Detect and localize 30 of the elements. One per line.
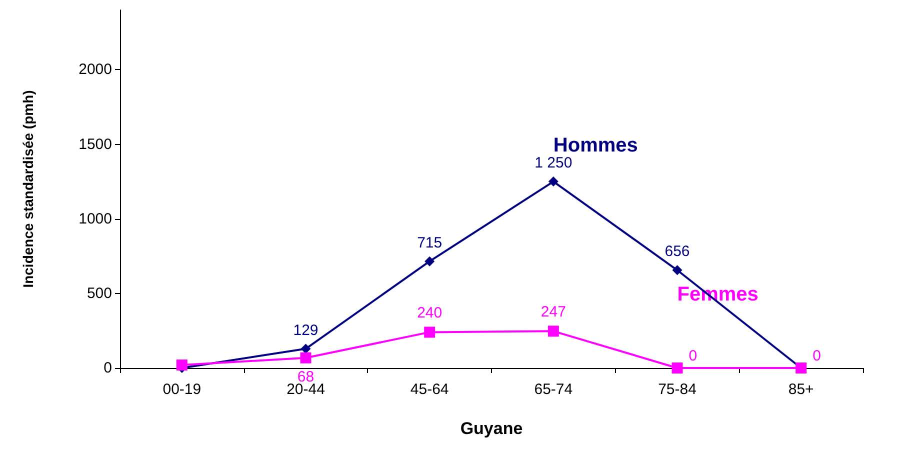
point — [424, 326, 436, 338]
data-label: 240 — [417, 304, 442, 322]
y-tick-label: 1500 — [78, 136, 112, 153]
data-label: 715 — [417, 234, 442, 252]
x-tick-label: 00-19 — [162, 381, 202, 398]
x-tick-label: 65-74 — [534, 381, 573, 398]
data-label: 656 — [664, 243, 690, 260]
data-label: 1 250 — [534, 154, 572, 172]
y-tick-label: 2000 — [78, 61, 112, 78]
point — [672, 265, 682, 276]
x-axis-title: Guyane — [460, 419, 523, 438]
point — [424, 256, 435, 266]
point — [672, 362, 683, 374]
x-tick-label: 75-84 — [658, 381, 696, 398]
x-tick-label: 45-64 — [410, 381, 449, 398]
y-tick-label: 0 — [104, 360, 112, 376]
data-label: 247 — [540, 304, 566, 321]
y-tick-label: 500 — [86, 284, 112, 302]
point — [548, 326, 559, 337]
point — [548, 176, 558, 187]
point — [300, 344, 311, 354]
y-axis-title: Incidence standardisée (pmh) — [20, 90, 36, 288]
data-label: 0 — [812, 348, 821, 364]
data-label: 129 — [293, 322, 318, 339]
y-tick-label: 1000 — [78, 210, 112, 228]
point — [300, 352, 312, 364]
series-label: Hommes — [553, 134, 638, 156]
x-tick-label: 85+ — [788, 381, 814, 398]
data-label: 0 — [688, 348, 698, 364]
x-tick-label: 20-44 — [286, 381, 325, 398]
